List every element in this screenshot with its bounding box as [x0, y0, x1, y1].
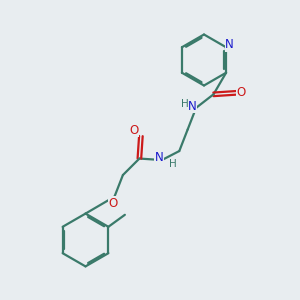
Text: O: O: [130, 124, 139, 136]
Text: O: O: [108, 197, 118, 210]
Text: O: O: [237, 86, 246, 99]
Text: H: H: [181, 99, 189, 109]
Text: H: H: [169, 159, 177, 169]
Text: N: N: [225, 38, 234, 51]
Text: N: N: [188, 100, 197, 112]
Text: N: N: [154, 151, 163, 164]
